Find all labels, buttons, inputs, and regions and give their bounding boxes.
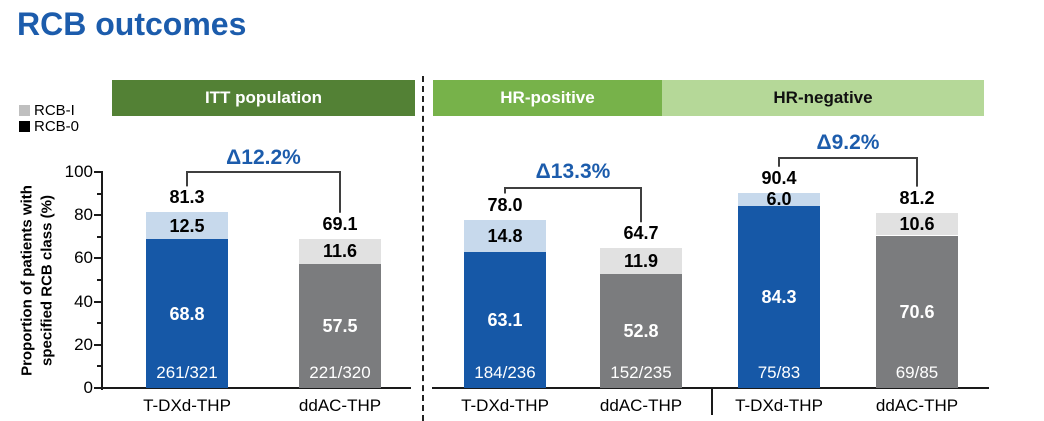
bar-rcb0-label-hr-negative-t-dxd-thp: 84.3 — [761, 286, 797, 307]
bar-total-label-itt-ddac-thp: 69.1 — [322, 213, 358, 234]
bar-rcb0-label-hr-negative-ddac-thp: 70.6 — [899, 301, 935, 322]
bar-segment-rcb0-itt-t-dxd-thp — [146, 239, 228, 388]
x-axis-label-itt-t-dxd-thp: T-DXd-THP — [143, 396, 231, 415]
bar-segment-rcb0-hr-negative-ddac-thp — [876, 235, 958, 388]
bar-segment-rcb0-itt-ddac-thp — [299, 263, 381, 388]
y-tick-label: 20 — [74, 334, 93, 354]
x-axis-line — [103, 387, 411, 389]
x-axis-label-hr-positive-t-dxd-thp: T-DXd-THP — [461, 396, 549, 415]
bar-rcb0-label-hr-positive-t-dxd-thp: 63.1 — [487, 309, 523, 330]
bar-rcb0-label-hr-positive-ddac-thp: 52.8 — [623, 320, 659, 341]
x-axis-label-hr-positive-ddac-thp: ddAC-THP — [599, 396, 683, 415]
bar-segment-rcb0-hr-negative-t-dxd-thp — [738, 205, 820, 388]
legend-item-rcb-0: RCB-0 — [19, 117, 80, 135]
y-minor-tick — [97, 365, 101, 368]
x-axis-label-hr-negative-ddac-thp: ddAC-THP — [875, 396, 959, 415]
legend-swatch-rcb-0-icon — [19, 120, 30, 132]
bar-rcb1-label-hr-positive-t-dxd-thp: 14.8 — [487, 225, 523, 246]
panel-header-hr-positive: HR-positive — [433, 80, 662, 116]
bar-segment-rcb1-itt-t-dxd-thp — [146, 212, 228, 240]
bar-segment-rcb1-hr-negative-ddac-thp — [876, 212, 958, 236]
bar-fraction-label-itt-ddac-thp: 221/320 — [309, 363, 371, 382]
panel-header-itt: ITT population — [112, 80, 415, 116]
y-major-tick — [94, 257, 101, 260]
delta-label-itt: Δ12.2% — [226, 146, 301, 169]
y-major-tick — [94, 214, 101, 217]
bar-rcb1-label-itt-t-dxd-thp: 12.5 — [169, 215, 205, 236]
delta-label-hr-positive: Δ13.3% — [535, 160, 611, 183]
delta-bracket-hr-negative — [778, 157, 918, 187]
delta-bracket-hr-positive — [504, 187, 642, 223]
y-tick-label: 40 — [74, 291, 93, 311]
y-minor-tick — [97, 279, 101, 281]
y-major-tick — [94, 171, 101, 173]
legend: RCB-I RCB-0 — [19, 101, 80, 135]
bar-rcb1-label-hr-negative-t-dxd-thp: 6.0 — [766, 189, 792, 210]
bar-rcb0-label-itt-ddac-thp: 57.5 — [322, 315, 358, 336]
page-title: RCB outcomes — [17, 6, 247, 42]
legend-label-rcb-0: RCB-0 — [34, 117, 80, 135]
section-divider-dashed — [422, 76, 424, 421]
y-minor-tick — [97, 322, 101, 325]
bar-segment-rcb1-hr-positive-ddac-thp — [600, 248, 682, 274]
bar-fraction-label-hr-negative-t-dxd-thp: 75/83 — [757, 363, 801, 382]
legend-swatch-rcb-i-icon — [19, 104, 30, 116]
bar-rcb1-label-hr-positive-ddac-thp: 11.9 — [623, 251, 659, 272]
bar-fraction-label-hr-positive-ddac-thp: 152/235 — [610, 363, 672, 382]
delta-bracket-itt — [186, 171, 341, 213]
bar-fraction-label-hr-positive-t-dxd-thp: 184/236 — [474, 363, 536, 382]
legend-label-rcb-i: RCB-I — [34, 101, 75, 119]
bar-total-label-itt-t-dxd-thp: 81.3 — [169, 187, 205, 208]
bar-segment-rcb0-hr-positive-ddac-thp — [600, 273, 682, 388]
y-major-tick — [94, 343, 101, 346]
bar-rcb1-label-itt-ddac-thp: 11.6 — [322, 241, 358, 262]
bar-segment-rcb0-hr-positive-t-dxd-thp — [464, 251, 546, 388]
bar-segment-rcb1-itt-ddac-thp — [299, 238, 381, 264]
bar-total-label-hr-negative-ddac-thp: 81.2 — [899, 187, 935, 208]
y-tick-label: 100 — [64, 162, 93, 181]
y-minor-tick — [97, 235, 101, 238]
x-axis-label-itt-ddac-thp: ddAC-THP — [298, 396, 382, 415]
bar-fraction-label-itt-t-dxd-thp: 261/321 — [156, 363, 218, 382]
bar-rcb0-label-itt-t-dxd-thp: 68.8 — [169, 303, 205, 324]
panel-header-hr-negative: HR-negative — [662, 80, 984, 116]
y-minor-tick — [97, 192, 101, 195]
bar-total-label-hr-positive-ddac-thp: 64.7 — [623, 223, 659, 244]
bar-total-label-hr-positive-t-dxd-thp: 78.0 — [487, 194, 523, 215]
bar-fraction-label-hr-negative-ddac-thp: 69/85 — [895, 363, 939, 382]
x-axis-line — [432, 387, 989, 389]
bar-rcb1-label-hr-negative-ddac-thp: 10.6 — [899, 214, 935, 235]
y-axis-line — [101, 171, 103, 390]
y-tick-label: 60 — [74, 248, 93, 268]
legend-item-rcb-i: RCB-I — [19, 101, 79, 119]
y-major-tick — [94, 387, 101, 389]
bar-segment-rcb1-hr-negative-t-dxd-thp — [738, 192, 820, 206]
x-axis-label-hr-negative-t-dxd-thp: T-DXd-THP — [735, 396, 823, 415]
delta-label-hr-negative: Δ9.2% — [816, 131, 880, 154]
bar-total-label-hr-negative-t-dxd-thp: 90.4 — [761, 167, 797, 188]
panel-divider-tick — [711, 387, 713, 415]
y-major-tick — [94, 300, 101, 303]
y-tick-label: 80 — [74, 205, 93, 225]
y-tick-label: 0 — [83, 378, 93, 397]
bar-segment-rcb1-hr-positive-t-dxd-thp — [464, 219, 546, 252]
